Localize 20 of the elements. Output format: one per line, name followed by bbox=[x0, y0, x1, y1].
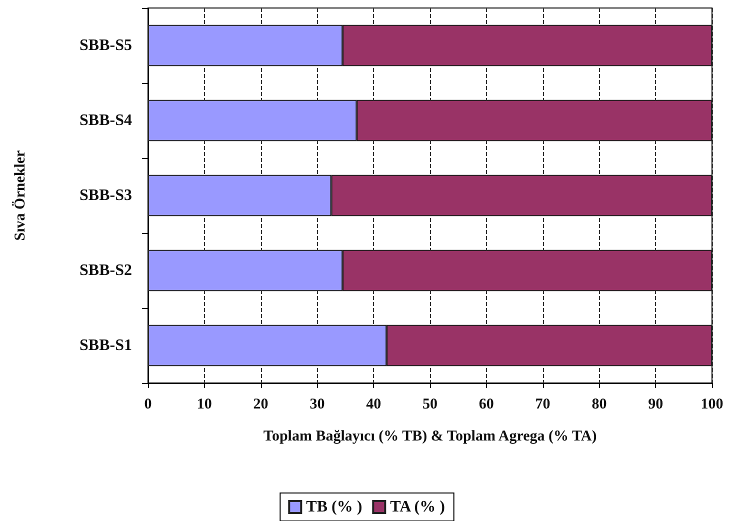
x-tick-label: 100 bbox=[700, 396, 724, 412]
x-tick-label: 70 bbox=[535, 396, 550, 412]
y-tick-label: SBB-S5 bbox=[80, 37, 132, 54]
x-tick-label: 60 bbox=[478, 396, 494, 412]
legend-label: TB (% ) bbox=[306, 498, 362, 516]
x-tick-label: 90 bbox=[648, 396, 664, 412]
legend-label: TA (% ) bbox=[390, 498, 445, 516]
x-tick-label: 50 bbox=[422, 396, 438, 412]
x-tick-label: 0 bbox=[144, 396, 152, 412]
x-tick-label: 30 bbox=[310, 396, 325, 412]
x-tick-label: 80 bbox=[592, 396, 607, 412]
y-tick-label: SBB-S3 bbox=[80, 187, 132, 204]
x-axis-title: Toplam Bağlayıcı (% TB) & Toplam Agrega (% TA) bbox=[263, 428, 597, 444]
x-tick-label: 40 bbox=[366, 396, 382, 412]
y-tick-label: SBB-S4 bbox=[80, 112, 132, 129]
y-tick-label: SBB-S1 bbox=[80, 337, 132, 354]
x-tick-label: 20 bbox=[253, 396, 268, 412]
x-tick-label: 10 bbox=[196, 396, 212, 412]
y-tick-label: SBB-S2 bbox=[80, 262, 132, 279]
y-axis-title: Sıva Örnekler bbox=[12, 150, 28, 241]
